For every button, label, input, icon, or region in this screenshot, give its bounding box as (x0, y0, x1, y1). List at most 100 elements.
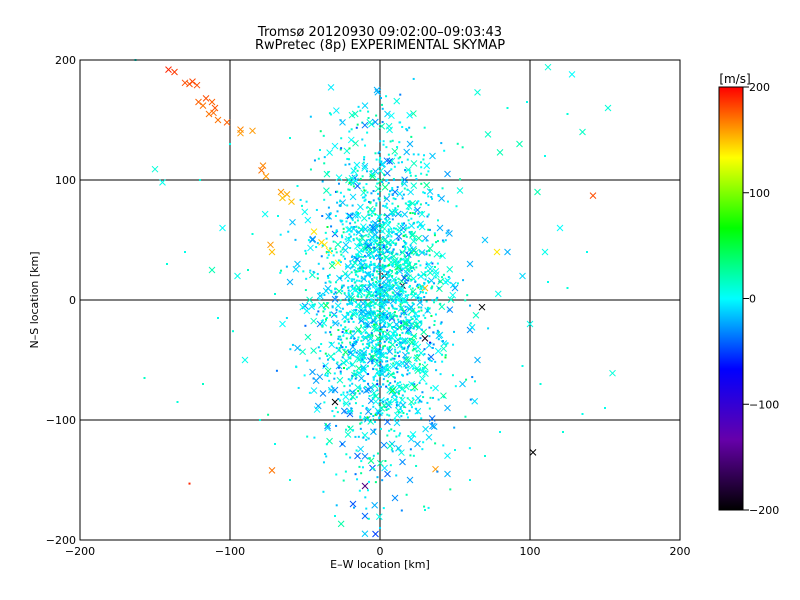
dot-marker (375, 285, 378, 288)
dot-marker (355, 449, 358, 452)
dot-marker (318, 291, 321, 294)
dot-marker (404, 294, 407, 297)
dot-marker (430, 314, 433, 317)
dot-marker (441, 276, 444, 279)
dot-marker (415, 262, 418, 265)
dot-marker (365, 296, 368, 299)
dot-marker (396, 351, 399, 354)
dot-marker (367, 235, 370, 238)
dot-marker (367, 333, 370, 336)
dot-marker (362, 436, 365, 439)
dot-marker (436, 262, 439, 265)
dot-marker (397, 222, 400, 225)
cross-marker (358, 317, 365, 325)
dot-marker (326, 372, 329, 375)
dot-marker (348, 233, 351, 236)
dot-marker (415, 325, 418, 328)
dot-marker (343, 292, 346, 295)
dot-marker (393, 354, 396, 357)
dot-marker (428, 228, 431, 231)
dot-marker (381, 332, 384, 335)
dot-marker (410, 270, 413, 273)
dot-marker (300, 204, 303, 207)
dot-marker (393, 227, 396, 230)
dot-marker (374, 420, 377, 423)
dot-marker (379, 255, 382, 258)
dot-marker (359, 422, 362, 425)
dot-marker (387, 341, 390, 344)
dot-marker (304, 324, 307, 327)
cross-marker (384, 110, 391, 118)
cross-marker (444, 470, 451, 478)
cross-marker (428, 415, 436, 422)
dot-marker (402, 231, 405, 234)
cross-marker (432, 268, 440, 275)
cross-marker (409, 231, 416, 239)
dot-marker (374, 152, 377, 155)
cross-marker (371, 344, 379, 351)
dot-marker (275, 369, 278, 372)
dot-marker (340, 324, 343, 327)
dot-marker (339, 119, 342, 122)
dot-marker (376, 476, 379, 479)
cross-marker (417, 349, 425, 357)
dot-marker (388, 429, 391, 432)
dot-marker (280, 269, 283, 272)
dot-marker (303, 374, 306, 377)
dot-marker (370, 291, 373, 294)
dot-marker (363, 254, 366, 257)
cross-marker (446, 306, 454, 313)
cross-marker (387, 371, 395, 379)
dot-marker (395, 298, 398, 301)
dot-marker (347, 320, 350, 323)
dot-marker (424, 370, 427, 373)
dot-marker (395, 474, 398, 477)
dot-marker (247, 269, 249, 271)
dot-marker (285, 265, 288, 268)
dot-marker (398, 141, 401, 144)
dot-marker (339, 399, 342, 402)
cross-marker (410, 160, 418, 167)
dot-marker (299, 198, 302, 201)
dot-marker (407, 226, 410, 229)
dot-marker (350, 407, 353, 410)
cross-marker (211, 104, 219, 112)
dot-marker (302, 270, 305, 273)
dot-marker (323, 308, 326, 311)
dot-marker (415, 266, 418, 269)
dot-marker (387, 182, 390, 185)
dot-marker (387, 228, 390, 231)
dot-marker (437, 338, 440, 341)
dot-marker (367, 382, 370, 385)
dot-marker (332, 389, 335, 392)
cross-marker (370, 428, 377, 436)
dot-marker (328, 217, 331, 220)
dot-marker (382, 223, 385, 226)
dot-marker (359, 177, 362, 180)
dot-marker (407, 204, 410, 207)
dot-marker (407, 279, 410, 282)
dot-marker (363, 289, 366, 292)
dot-marker (396, 382, 399, 385)
dot-marker (377, 219, 380, 222)
cross-marker (394, 263, 401, 271)
dot-marker (382, 251, 385, 254)
dot-marker (386, 398, 389, 401)
dot-marker (330, 289, 333, 292)
cross-marker (405, 326, 412, 333)
dot-marker (386, 279, 389, 282)
cross-marker (335, 362, 343, 370)
dot-marker (397, 260, 400, 263)
dot-marker (420, 306, 423, 309)
cross-marker (466, 260, 474, 268)
dot-marker (356, 230, 359, 233)
cross-marker (401, 274, 408, 282)
dot-marker (379, 298, 382, 301)
cross-marker (360, 308, 367, 316)
dot-marker (345, 265, 348, 268)
dot-marker (388, 348, 391, 351)
dot-marker (391, 231, 394, 234)
dot-marker (353, 278, 356, 281)
dot-marker (393, 178, 396, 181)
